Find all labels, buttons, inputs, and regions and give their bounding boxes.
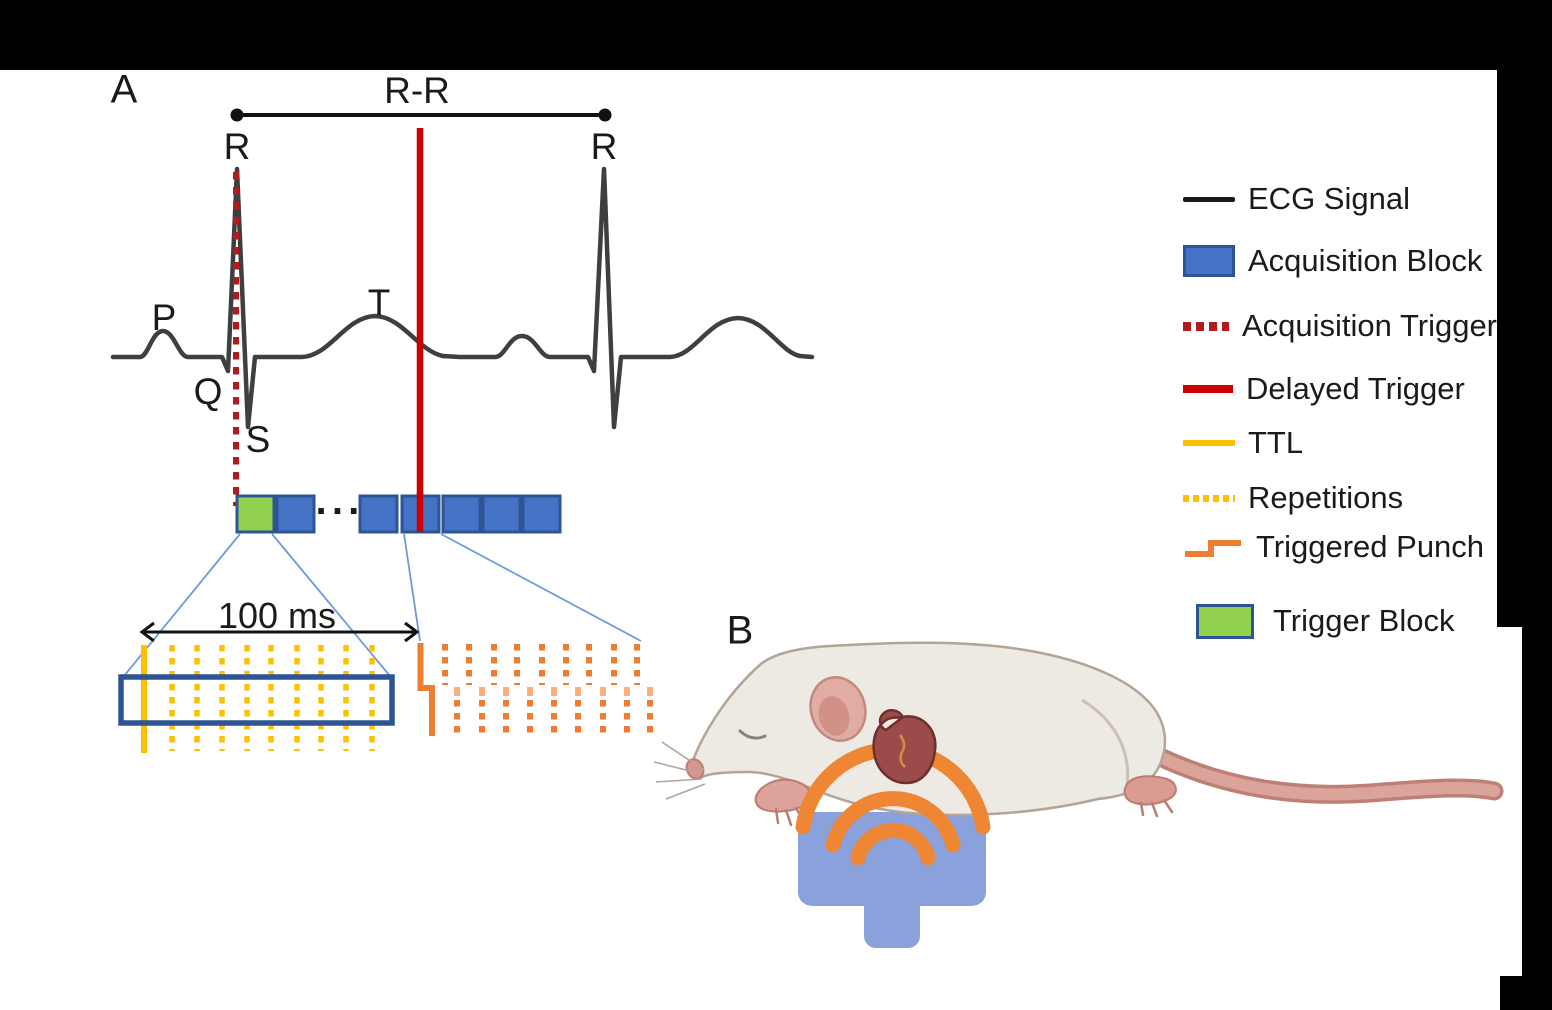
right-crop-bar <box>1522 70 1552 1010</box>
repetition-lines-before-punch <box>442 644 640 685</box>
r-wave-label-left: R <box>223 126 251 167</box>
trigger-block <box>235 494 276 534</box>
rat-illustration <box>653 641 1504 948</box>
legend-item-triggered-punch: Triggered Punch <box>1183 527 1484 567</box>
acquisition-block <box>441 494 482 534</box>
panel-b-label: B <box>726 608 754 653</box>
ttl-swatch <box>1183 440 1235 446</box>
legend-label: Acquisition Block <box>1248 243 1483 278</box>
s-wave-label: S <box>245 419 271 460</box>
acquisition-block-row <box>235 492 562 534</box>
repetition-lines <box>169 645 375 751</box>
rat-hind-leg-crease <box>1081 698 1130 793</box>
trigger-block-detail <box>118 645 395 753</box>
acquisition-window-outline <box>118 674 395 726</box>
panel-a-label: A <box>110 67 138 112</box>
legend-item-acquisition-trigger: Acquisition Trigger <box>1183 306 1497 346</box>
repetition-lines-after-punch <box>454 700 653 737</box>
legend-item-ttl: TTL <box>1183 423 1303 463</box>
legend-item-acquisition-block: Acquisition Block <box>1183 241 1482 281</box>
legend-label: ECG Signal <box>1248 181 1410 216</box>
bottom-right-crop-bar <box>1500 976 1552 1010</box>
rat-ear <box>809 676 867 742</box>
triggered-punch-swatch <box>1183 535 1243 559</box>
legend-label: TTL <box>1248 425 1304 460</box>
interval-100ms-label: 100 ms <box>217 595 337 636</box>
coil-device <box>798 812 986 948</box>
block-row-ellipsis: ··· <box>315 489 365 534</box>
rr-interval-bracket <box>230 108 612 122</box>
legend-item-delayed-trigger: Delayed Trigger <box>1183 369 1465 409</box>
q-wave-label: Q <box>193 371 223 412</box>
rr-interval-label: R-R <box>384 70 450 111</box>
acquisition-block-swatch <box>1183 245 1235 277</box>
punch-transition-dashes <box>454 687 653 696</box>
legend-item-ecg-signal: ECG Signal <box>1183 179 1410 219</box>
ecg-line-swatch <box>1183 196 1235 202</box>
heart-icon <box>872 708 937 785</box>
r-wave-label-right: R <box>590 126 618 167</box>
acquisition-block <box>358 494 399 534</box>
legend-label: Delayed Trigger <box>1246 371 1465 406</box>
p-wave-label: P <box>151 297 177 338</box>
legend-label: Trigger Block <box>1273 603 1455 638</box>
ecg-signal-path <box>110 166 815 430</box>
legend-label: Acquisition Trigger <box>1242 308 1498 343</box>
rat-whiskers <box>653 741 706 800</box>
zoom-connector-lines <box>123 533 642 677</box>
rat-hind-paw <box>1123 775 1177 818</box>
legend-label: Triggered Punch <box>1256 529 1485 564</box>
acquisition-block <box>481 494 522 534</box>
legend-label: Repetitions <box>1248 480 1404 515</box>
interval-arrow <box>139 621 420 643</box>
rat-eye <box>738 729 767 740</box>
delayed-trigger-swatch <box>1183 385 1233 393</box>
acquisition-block <box>275 494 316 534</box>
top-crop-bar <box>0 0 1552 70</box>
trigger-block-swatch <box>1196 603 1254 639</box>
triggered-punch-line <box>417 643 435 736</box>
acquisition-trigger-swatch <box>1183 321 1229 331</box>
legend-item-repetitions: Repetitions <box>1183 478 1403 518</box>
punched-acquisition-detail <box>417 643 653 737</box>
acquisition-block <box>521 494 562 534</box>
t-wave-label: T <box>367 282 391 323</box>
legend-item-trigger-block: Trigger Block <box>1196 601 1454 641</box>
repetitions-swatch <box>1183 494 1235 502</box>
